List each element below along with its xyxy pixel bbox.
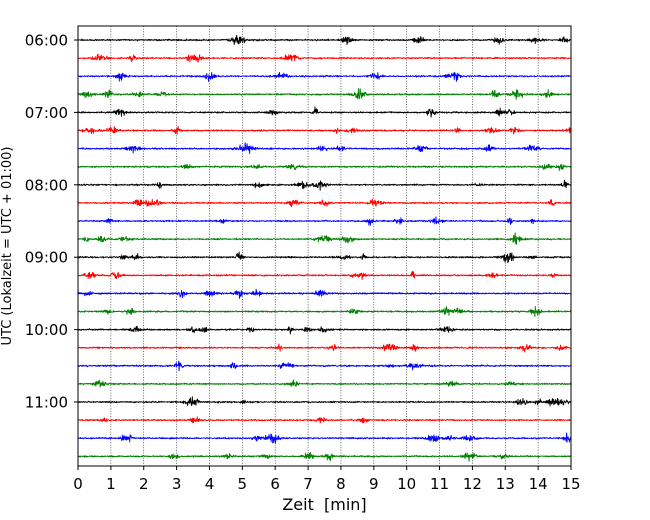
y-tick-label: 06:00 [25, 32, 68, 50]
x-tick-label: 6 [270, 475, 280, 493]
seismogram-trace [77, 216, 572, 226]
seismogram-trace [77, 125, 572, 135]
y-tick-label: 10:00 [25, 321, 68, 339]
x-tick-label: 13 [496, 475, 515, 493]
seismogram-trace [77, 325, 572, 335]
x-tick-label: 15 [561, 475, 580, 493]
seismogram-trace [77, 305, 572, 318]
seismogram-trace [77, 53, 572, 63]
seismogram-trace [77, 71, 572, 82]
x-tick-label: 1 [106, 475, 116, 493]
x-tick-label: 3 [172, 475, 182, 493]
x-axis-ticks: 0 1 2 3 4 5 6 7 8 9 10 11 12 13 14 15 [73, 466, 581, 493]
seismogram-traces [77, 34, 572, 462]
seismogram-trace [77, 87, 572, 100]
seismogram-trace [77, 416, 572, 424]
seismogram-trace [77, 432, 572, 444]
y-tick-label: 07:00 [25, 104, 68, 122]
seismogram-trace [77, 142, 572, 155]
x-tick-label: 4 [205, 475, 215, 493]
y-axis-ticks: 06:00 07:00 08:00 09:00 10:00 11:00 [25, 32, 78, 412]
x-tick-label: 5 [238, 475, 248, 493]
seismogram-trace [77, 251, 572, 264]
seismogram-trace [77, 163, 572, 172]
y-tick-label: 09:00 [25, 249, 68, 267]
seismogram-trace [77, 198, 572, 208]
seismogram-trace [77, 288, 572, 299]
x-tick-label: 0 [73, 475, 83, 493]
seismogram-trace [77, 360, 572, 372]
x-tick-label: 14 [529, 475, 548, 493]
x-axis-label: Zeit [min] [282, 495, 366, 514]
y-tick-label: 08:00 [25, 176, 68, 194]
x-tick-label: 9 [369, 475, 379, 493]
seismogram-trace [77, 379, 572, 388]
vertical-gridlines [110, 26, 539, 466]
x-tick-label: 8 [336, 475, 346, 493]
x-tick-label: 12 [463, 475, 482, 493]
seismogram-trace [77, 343, 572, 353]
x-tick-label: 2 [139, 475, 149, 493]
seismogram-trace [77, 34, 572, 46]
seismogram-trace [77, 106, 572, 118]
x-tick-label: 10 [397, 475, 416, 493]
seismogram-trace [77, 451, 572, 462]
seismogram-trace [77, 270, 572, 280]
x-tick-label: 7 [303, 475, 313, 493]
seismogram-trace [77, 179, 572, 191]
seismogram-trace [77, 232, 572, 245]
y-axis-label: UTC (Lokalzeit = UTC + 01:00) [0, 147, 15, 346]
plot-frame [77, 25, 572, 467]
x-tick-label: 11 [430, 475, 449, 493]
y-tick-label: 11:00 [25, 394, 68, 412]
seismogram-trace [77, 396, 572, 407]
